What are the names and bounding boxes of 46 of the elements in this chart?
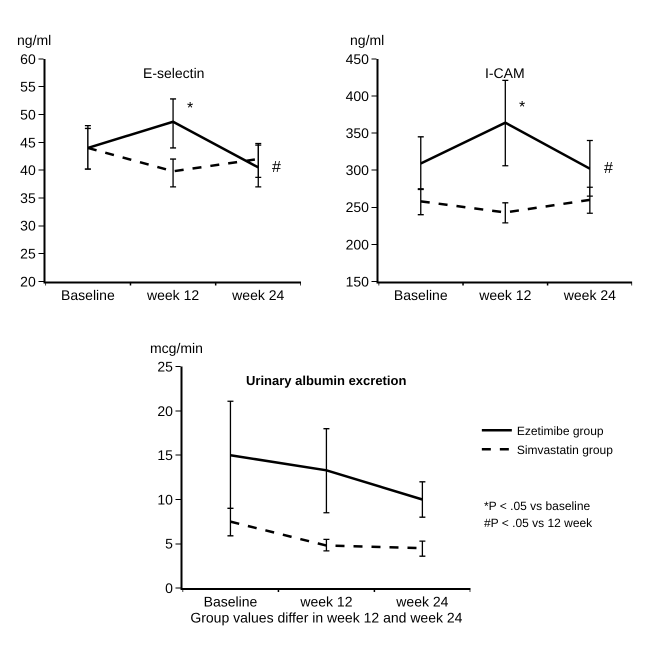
y-tick-label: 45: [20, 134, 36, 150]
x-axis-title: Group values differ in week 12 and week 24: [190, 610, 463, 626]
x-tick-label: Baseline: [204, 594, 258, 610]
text: E-selectin: [143, 65, 204, 81]
text: I-CAM: [485, 65, 525, 81]
y-tick-label: 200: [346, 236, 370, 252]
x-tick-label: week 12: [299, 594, 353, 610]
y-tick-label: 250: [346, 199, 370, 216]
y-axis-title: mcg/min: [150, 340, 203, 356]
y-axis-title: ng/ml: [350, 32, 384, 48]
y-tick-label: 5: [165, 536, 174, 552]
y-tick-label: 10: [157, 491, 174, 508]
y-tick-label: 20: [20, 273, 36, 290]
text: *P < .05 vs baseline: [484, 499, 591, 513]
x-tick-label: week 12: [478, 287, 532, 304]
annotation: *: [187, 100, 194, 117]
x-tick-label: week 24: [395, 594, 449, 610]
x-tick-label: Baseline: [61, 287, 115, 304]
annotation: #: [604, 160, 613, 177]
x-tick-label: week 24: [231, 287, 285, 304]
y-tick-label: 0: [165, 580, 174, 596]
y-tick-label: 60: [20, 50, 36, 67]
y-tick-label: 15: [157, 447, 174, 464]
annotation: #: [272, 159, 281, 176]
x-tick-label: week 24: [562, 287, 616, 304]
y-tick-label: 25: [157, 358, 174, 375]
y-tick-label: 55: [20, 78, 36, 95]
y-tick-label: 450: [346, 50, 370, 67]
y-tick-label: 25: [20, 246, 36, 262]
y-tick-label: 20: [157, 402, 174, 419]
y-tick-label: 350: [346, 124, 370, 141]
x-tick-label: week 12: [146, 287, 200, 304]
y-tick-label: 30: [20, 218, 36, 234]
y-tick-label: 400: [346, 88, 370, 104]
y-tick-label: 150: [346, 273, 370, 290]
annotation: *: [519, 99, 526, 116]
legend-label: Simvastatin group: [516, 442, 614, 457]
y-tick-label: 35: [20, 190, 36, 206]
text: Urinary albumin excretion: [246, 373, 406, 388]
legend-label: Ezetimibe group: [516, 424, 604, 438]
text: #P < .05 vs 12 week: [484, 516, 594, 530]
y-axis-title: ng/ml: [17, 32, 52, 48]
y-tick-label: 300: [346, 162, 370, 178]
x-tick-label: Baseline: [394, 287, 448, 304]
y-tick-label: 40: [20, 162, 36, 178]
y-tick-label: 50: [20, 106, 36, 122]
